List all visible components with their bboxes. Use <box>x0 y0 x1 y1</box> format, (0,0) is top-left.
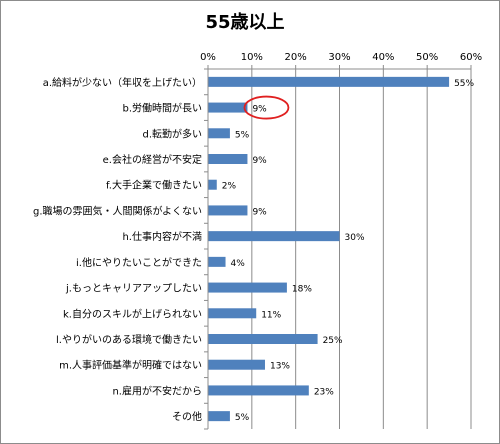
bar <box>208 154 248 164</box>
x-tick-label: 20% <box>285 52 307 63</box>
category-label: b.労働時間が長い <box>122 102 202 115</box>
category-label: f.大手企業で働きたい <box>106 179 202 192</box>
value-labels: 55% 9% 5% 9% 2% 9% 30% 4% 18% 11% 25% 13% 23% 5% <box>222 79 475 423</box>
value-label: 11% <box>261 310 281 320</box>
category-label: h.仕事内容が不満 <box>122 230 202 243</box>
x-tick-label: 50% <box>416 52 438 63</box>
category-label: k.自分のスキルが上げられない <box>63 307 202 320</box>
value-label: 9% <box>252 156 267 166</box>
bar <box>208 256 226 267</box>
x-axis-ticks: 0% 10% 20% 30% 40% 50% 60% <box>200 52 482 430</box>
category-label: g.職場の雰囲気・人間関係がよくない <box>33 204 202 217</box>
value-label: 2% <box>222 182 237 192</box>
x-tick-label: 30% <box>328 52 350 63</box>
bar <box>208 128 230 139</box>
value-label: 9% <box>252 207 267 217</box>
bar <box>208 359 265 370</box>
bar <box>208 231 340 242</box>
category-label: その他 <box>172 410 202 423</box>
value-label: 55% <box>454 79 474 89</box>
x-tick-label: 0% <box>200 52 216 63</box>
category-labels: a.給料が少ない（年収を上げたい） b.労働時間が長い d.転勤が多い e.会社の経営… <box>33 76 202 423</box>
category-label: l.やりがいのある環境で働きたい <box>56 333 202 346</box>
bar <box>208 334 318 344</box>
category-label: j.もっとキャリアアップしたい <box>65 283 202 295</box>
bar <box>208 282 287 293</box>
category-label: a.給料が少ない（年収を上げたい） <box>43 76 202 89</box>
value-label: 23% <box>314 387 334 397</box>
x-tick-label: 10% <box>241 52 263 63</box>
value-label: 9% <box>252 105 267 115</box>
category-label: i.他にやりたいことができた <box>76 256 202 269</box>
value-label: 25% <box>323 336 343 346</box>
value-label: 18% <box>292 285 312 295</box>
bar <box>208 205 248 216</box>
category-label: d.転勤が多い <box>142 127 202 140</box>
bars-layer <box>208 76 450 422</box>
value-label: 13% <box>270 362 290 372</box>
bar <box>208 385 309 396</box>
value-label: 4% <box>231 259 246 269</box>
value-label: 5% <box>235 413 250 423</box>
bar <box>208 308 257 319</box>
category-label: e.会社の経営が不安定 <box>103 153 202 166</box>
highlight-circle <box>243 95 290 120</box>
bar <box>208 76 450 87</box>
annotation-layer <box>243 95 290 120</box>
value-label: 30% <box>345 233 365 243</box>
x-tick-label: 60% <box>460 52 482 63</box>
category-label: m.人事評価基準が明確ではない <box>59 359 202 372</box>
bar <box>208 102 248 113</box>
bar <box>208 411 230 422</box>
grid-layer <box>207 69 472 429</box>
x-tick-label: 40% <box>372 52 394 63</box>
chart-title: 55歳以上 <box>205 12 284 33</box>
bar <box>208 179 217 190</box>
category-label: n.雇用が不安だから <box>112 384 202 397</box>
value-label: 5% <box>235 130 250 140</box>
